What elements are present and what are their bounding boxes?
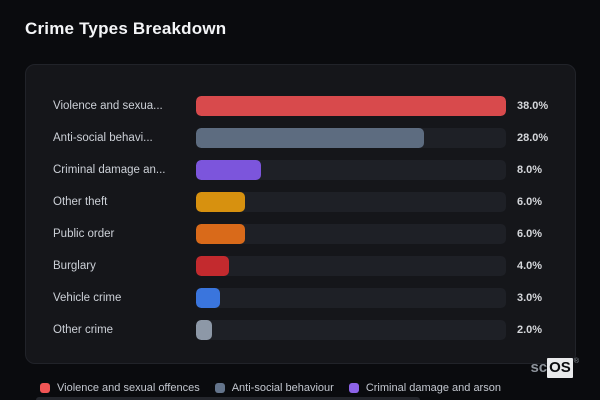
bar[interactable] <box>196 128 425 148</box>
legend-swatch-icon <box>348 383 359 393</box>
bar[interactable] <box>196 160 262 180</box>
chart-legend: Violence and sexual offences Anti-social… <box>40 382 501 394</box>
bar-value: 2.0% <box>517 324 543 336</box>
bar-row: Criminal damage an... 8.0% <box>26 154 575 186</box>
bar-row: Anti-social behavi... 28.0% <box>26 122 575 154</box>
bar[interactable] <box>196 96 506 116</box>
legend-label: Criminal damage and arson <box>365 382 501 394</box>
legend-swatch-icon <box>40 383 50 393</box>
bar-track <box>196 256 506 276</box>
bar-value: 6.0% <box>517 196 543 208</box>
bar-row: Vehicle crime 3.0% <box>26 282 575 314</box>
bar-track <box>196 320 506 340</box>
scos-logo-box: OS <box>547 358 573 378</box>
bar-row: Burglary 4.0% <box>26 250 575 282</box>
bar[interactable] <box>196 288 221 308</box>
chart-card: Violence and sexua... 38.0% Anti-social … <box>25 64 576 364</box>
bar[interactable] <box>196 320 213 340</box>
scos-logo-prefix: sc <box>530 359 548 376</box>
bar-label: Other theft <box>53 196 108 208</box>
bar-row: Other theft 6.0% <box>26 186 575 218</box>
bar-label: Anti-social behavi... <box>53 132 153 144</box>
bar-label: Vehicle crime <box>53 292 122 304</box>
bar-track <box>196 96 506 116</box>
bar-track <box>196 288 506 308</box>
bar-track <box>196 224 506 244</box>
bar-row: Violence and sexua... 38.0% <box>26 90 575 122</box>
legend-item[interactable]: Violence and sexual offences <box>40 382 200 394</box>
bar-rows: Violence and sexua... 38.0% Anti-social … <box>26 90 575 346</box>
bar-label: Violence and sexua... <box>53 100 163 112</box>
bar-track <box>196 192 506 212</box>
bar[interactable] <box>196 192 245 212</box>
bar-value: 3.0% <box>517 292 543 304</box>
bar-track <box>196 128 506 148</box>
legend-item[interactable]: Criminal damage and arson <box>348 382 501 394</box>
legend-swatch-icon <box>214 383 225 393</box>
registered-trademark-icon: ® <box>573 358 579 365</box>
bar-value: 38.0% <box>517 100 549 112</box>
bar-value: 6.0% <box>517 228 543 240</box>
bar-track <box>196 160 506 180</box>
legend-item[interactable]: Anti-social behaviour <box>214 382 334 394</box>
bar[interactable] <box>196 224 245 244</box>
bar-value: 8.0% <box>517 164 543 176</box>
bar-row: Other crime 2.0% <box>26 314 575 346</box>
bar-value: 28.0% <box>517 132 549 144</box>
legend-overflow-strip <box>36 397 420 400</box>
scos-logo: sc OS ® <box>530 358 579 378</box>
page-title: Crime Types Breakdown <box>25 19 227 38</box>
legend-label: Anti-social behaviour <box>231 382 334 394</box>
bar-label: Criminal damage an... <box>53 164 166 176</box>
legend-label: Violence and sexual offences <box>57 382 200 394</box>
bar-label: Public order <box>53 228 115 240</box>
bar-value: 4.0% <box>517 260 543 272</box>
bar[interactable] <box>196 256 229 276</box>
bar-label: Burglary <box>53 260 96 272</box>
bar-row: Public order 6.0% <box>26 218 575 250</box>
bar-label: Other crime <box>53 324 114 336</box>
